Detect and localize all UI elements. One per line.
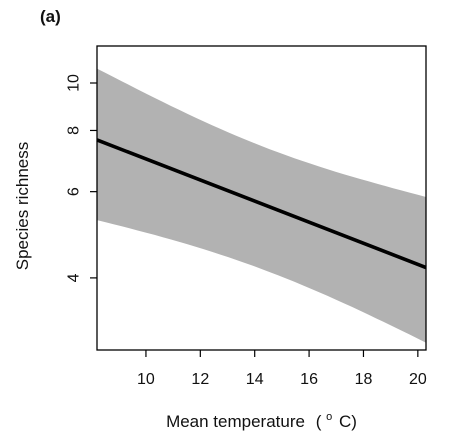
y-tick-label: 10: [66, 74, 83, 92]
y-axis-title: Species richness: [13, 142, 32, 271]
x-axis-title-unit-open: (: [316, 412, 322, 431]
y-tick-label: 4: [66, 273, 83, 282]
x-axis-title-unit-sup: o: [326, 411, 332, 423]
x-axis-title: Mean temperature ( o C): [166, 405, 357, 431]
x-axis: 10 12 14 16 18 20: [137, 350, 427, 388]
plot-frame: [96, 45, 427, 351]
fit-line-layer: [96, 138, 427, 270]
x-axis-title-unit-rest: C): [339, 412, 357, 431]
fit-line: [96, 138, 427, 270]
x-axis-title-main: Mean temperature: [166, 412, 305, 431]
x-tick-label: 16: [300, 371, 318, 388]
y-tick-label: 8: [66, 126, 83, 135]
x-tick-label: 18: [355, 371, 373, 388]
x-tick-label: 12: [191, 371, 209, 388]
x-tick-label: 14: [246, 371, 264, 388]
x-tick-label: 20: [409, 371, 427, 388]
y-tick-label: 6: [66, 187, 83, 196]
y-axis: 4 6 8 10: [66, 74, 97, 282]
x-tick-label: 10: [137, 371, 155, 388]
panel-label: (a): [40, 7, 61, 26]
